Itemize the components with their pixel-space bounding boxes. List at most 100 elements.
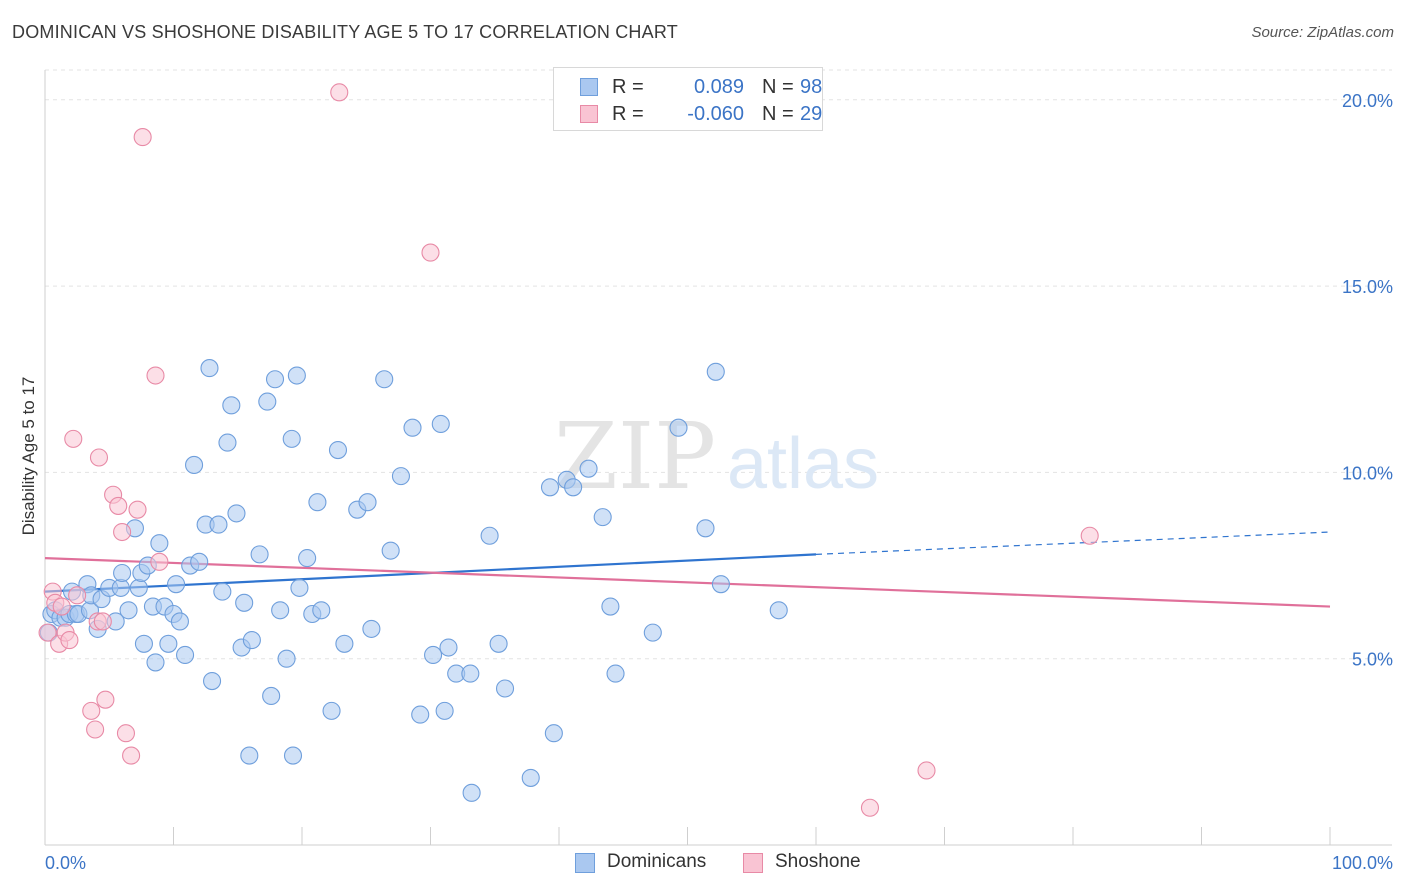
data-point xyxy=(489,634,508,653)
data-point xyxy=(362,619,381,638)
data-point xyxy=(601,597,620,616)
data-point xyxy=(521,768,540,787)
x-tick-label: 100.0% xyxy=(1332,853,1393,873)
legend-label-shoshone: Shoshone xyxy=(775,851,861,872)
data-point xyxy=(435,701,454,720)
data-point xyxy=(312,601,331,620)
data-point xyxy=(375,370,394,389)
y-tick-label: 15.0% xyxy=(1342,277,1393,297)
data-point xyxy=(358,493,377,512)
data-point xyxy=(706,362,725,381)
data-point xyxy=(439,638,458,657)
data-point xyxy=(242,631,261,650)
legend-swatch-shoshone xyxy=(580,105,598,123)
legend-n-value: 29 xyxy=(800,103,823,125)
data-point xyxy=(265,370,285,389)
data-point xyxy=(227,504,246,523)
data-point xyxy=(240,746,259,765)
data-point xyxy=(190,552,209,571)
data-point xyxy=(150,552,169,571)
data-point xyxy=(203,672,222,691)
data-point xyxy=(308,493,327,512)
series-legend: Dominicans Shoshone xyxy=(0,851,1406,877)
data-point xyxy=(200,359,219,378)
legend-r-value: -0.060 xyxy=(687,103,744,125)
data-point xyxy=(113,522,132,542)
data-point xyxy=(150,534,169,553)
data-point xyxy=(222,396,241,415)
data-point xyxy=(113,563,132,583)
data-point xyxy=(93,612,112,631)
data-point xyxy=(411,705,430,724)
data-point xyxy=(271,601,290,620)
data-point xyxy=(322,701,341,720)
data-points xyxy=(38,83,1099,817)
legend-n-label: N = xyxy=(762,103,794,125)
axes xyxy=(44,70,1392,846)
data-point xyxy=(769,601,788,620)
x-tick-label: 0.0% xyxy=(45,853,86,873)
data-point xyxy=(290,578,309,597)
legend-n-label: N = xyxy=(762,76,794,98)
watermark: ZIP atlas xyxy=(554,403,879,510)
legend-swatch-shoshone xyxy=(743,853,763,873)
data-point xyxy=(298,549,317,568)
data-point xyxy=(262,686,281,706)
data-point xyxy=(89,448,109,467)
data-point xyxy=(461,664,480,683)
data-point xyxy=(146,366,165,385)
correlation-legend: R = 0.089 N = 98 R = -0.060 N = 29 xyxy=(553,67,823,131)
data-point xyxy=(277,649,296,668)
y-tick-label: 10.0% xyxy=(1342,463,1393,483)
data-point xyxy=(64,429,83,448)
series-shoshone xyxy=(38,83,1099,817)
data-point xyxy=(167,575,186,594)
legend-r-label: R = xyxy=(612,76,644,98)
trend-extension-dominicans xyxy=(815,531,1331,555)
data-point xyxy=(82,701,101,720)
legend-r-value: 0.089 xyxy=(693,76,744,98)
legend-swatch-dominicans xyxy=(580,78,598,96)
data-point xyxy=(146,653,165,672)
legend-swatch-dominicans xyxy=(575,853,595,873)
data-point xyxy=(669,418,688,437)
data-point xyxy=(250,545,269,564)
trend-line-shoshone xyxy=(44,557,1331,608)
data-point xyxy=(579,459,598,478)
data-point xyxy=(134,634,153,653)
data-point xyxy=(462,783,481,802)
data-point xyxy=(128,500,147,519)
data-point xyxy=(328,440,348,460)
y-axis-label: Disability Age 5 to 17 xyxy=(19,377,38,536)
data-point xyxy=(60,631,79,650)
data-point xyxy=(170,612,189,631)
data-point xyxy=(133,128,152,147)
data-point xyxy=(159,634,178,653)
data-point xyxy=(1080,526,1099,545)
data-point xyxy=(119,601,138,620)
data-point xyxy=(606,664,625,683)
tick-labels: 5.0% 10.0% 15.0% 20.0% 0.0% 100.0% xyxy=(45,91,1393,873)
data-point xyxy=(335,634,354,653)
data-point xyxy=(109,496,128,515)
data-point xyxy=(52,597,71,616)
legend-n-value: 98 xyxy=(800,76,823,98)
legend-label-dominicans: Dominicans xyxy=(607,851,707,872)
data-point xyxy=(86,720,105,739)
data-point xyxy=(283,746,303,765)
data-point xyxy=(213,582,232,601)
data-point xyxy=(421,243,440,262)
data-point xyxy=(330,83,349,102)
data-point xyxy=(564,478,583,497)
watermark-zip: ZIP xyxy=(554,403,716,510)
data-point xyxy=(235,593,254,612)
source-label: Source: ZipAtlas.com xyxy=(1251,24,1394,41)
data-point xyxy=(544,724,563,743)
data-point xyxy=(424,645,443,665)
y-tick-label: 5.0% xyxy=(1352,650,1393,670)
data-point xyxy=(540,478,560,497)
data-point xyxy=(917,761,936,780)
data-point xyxy=(129,578,148,597)
series-dominicans xyxy=(39,359,788,802)
